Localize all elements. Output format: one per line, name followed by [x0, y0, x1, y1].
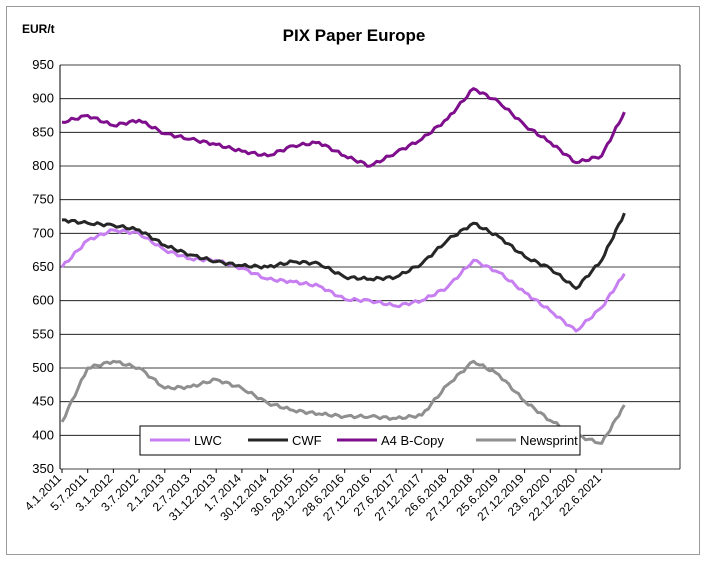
series-line-cwf [62, 212, 626, 290]
legend-label: LWC [194, 433, 222, 448]
y-tick-label: 900 [32, 91, 54, 106]
series-line-lwc [60, 228, 626, 333]
series-line-a4-b-copy [61, 87, 626, 168]
series-line-newsprint [60, 359, 626, 445]
y-tick-label: 600 [32, 293, 54, 308]
y-tick-label: 950 [32, 57, 54, 72]
y-tick-label: 650 [32, 259, 54, 274]
y-axis: 350 400 450 500 550 600 650 700 750 800 850 900 950 [32, 57, 61, 476]
x-axis: 4.1.20115.7.20113.1.20123.7.20122.1.2013… [22, 469, 604, 524]
legend: LWC CWF A4 B-Copy Newsprint [139, 425, 581, 456]
legend-label: Newsprint [520, 433, 578, 448]
y-tick-label: 700 [32, 225, 54, 240]
chart-title: PIX Paper Europe [283, 26, 426, 45]
y-tick-label: 500 [32, 360, 54, 375]
y-tick-label: 450 [32, 394, 54, 409]
series-lines [60, 87, 626, 445]
y-tick-label: 850 [32, 124, 54, 139]
y-tick-label: 350 [32, 461, 54, 476]
gridlines [60, 64, 681, 470]
y-tick-label: 550 [32, 326, 54, 341]
y-axis-unit-label: EUR/t [22, 22, 55, 36]
y-tick-label: 750 [32, 192, 54, 207]
y-tick-label: 800 [32, 158, 54, 173]
legend-label: CWF [292, 433, 322, 448]
legend-label: A4 B-Copy [381, 433, 444, 448]
y-tick-label: 400 [32, 427, 54, 442]
